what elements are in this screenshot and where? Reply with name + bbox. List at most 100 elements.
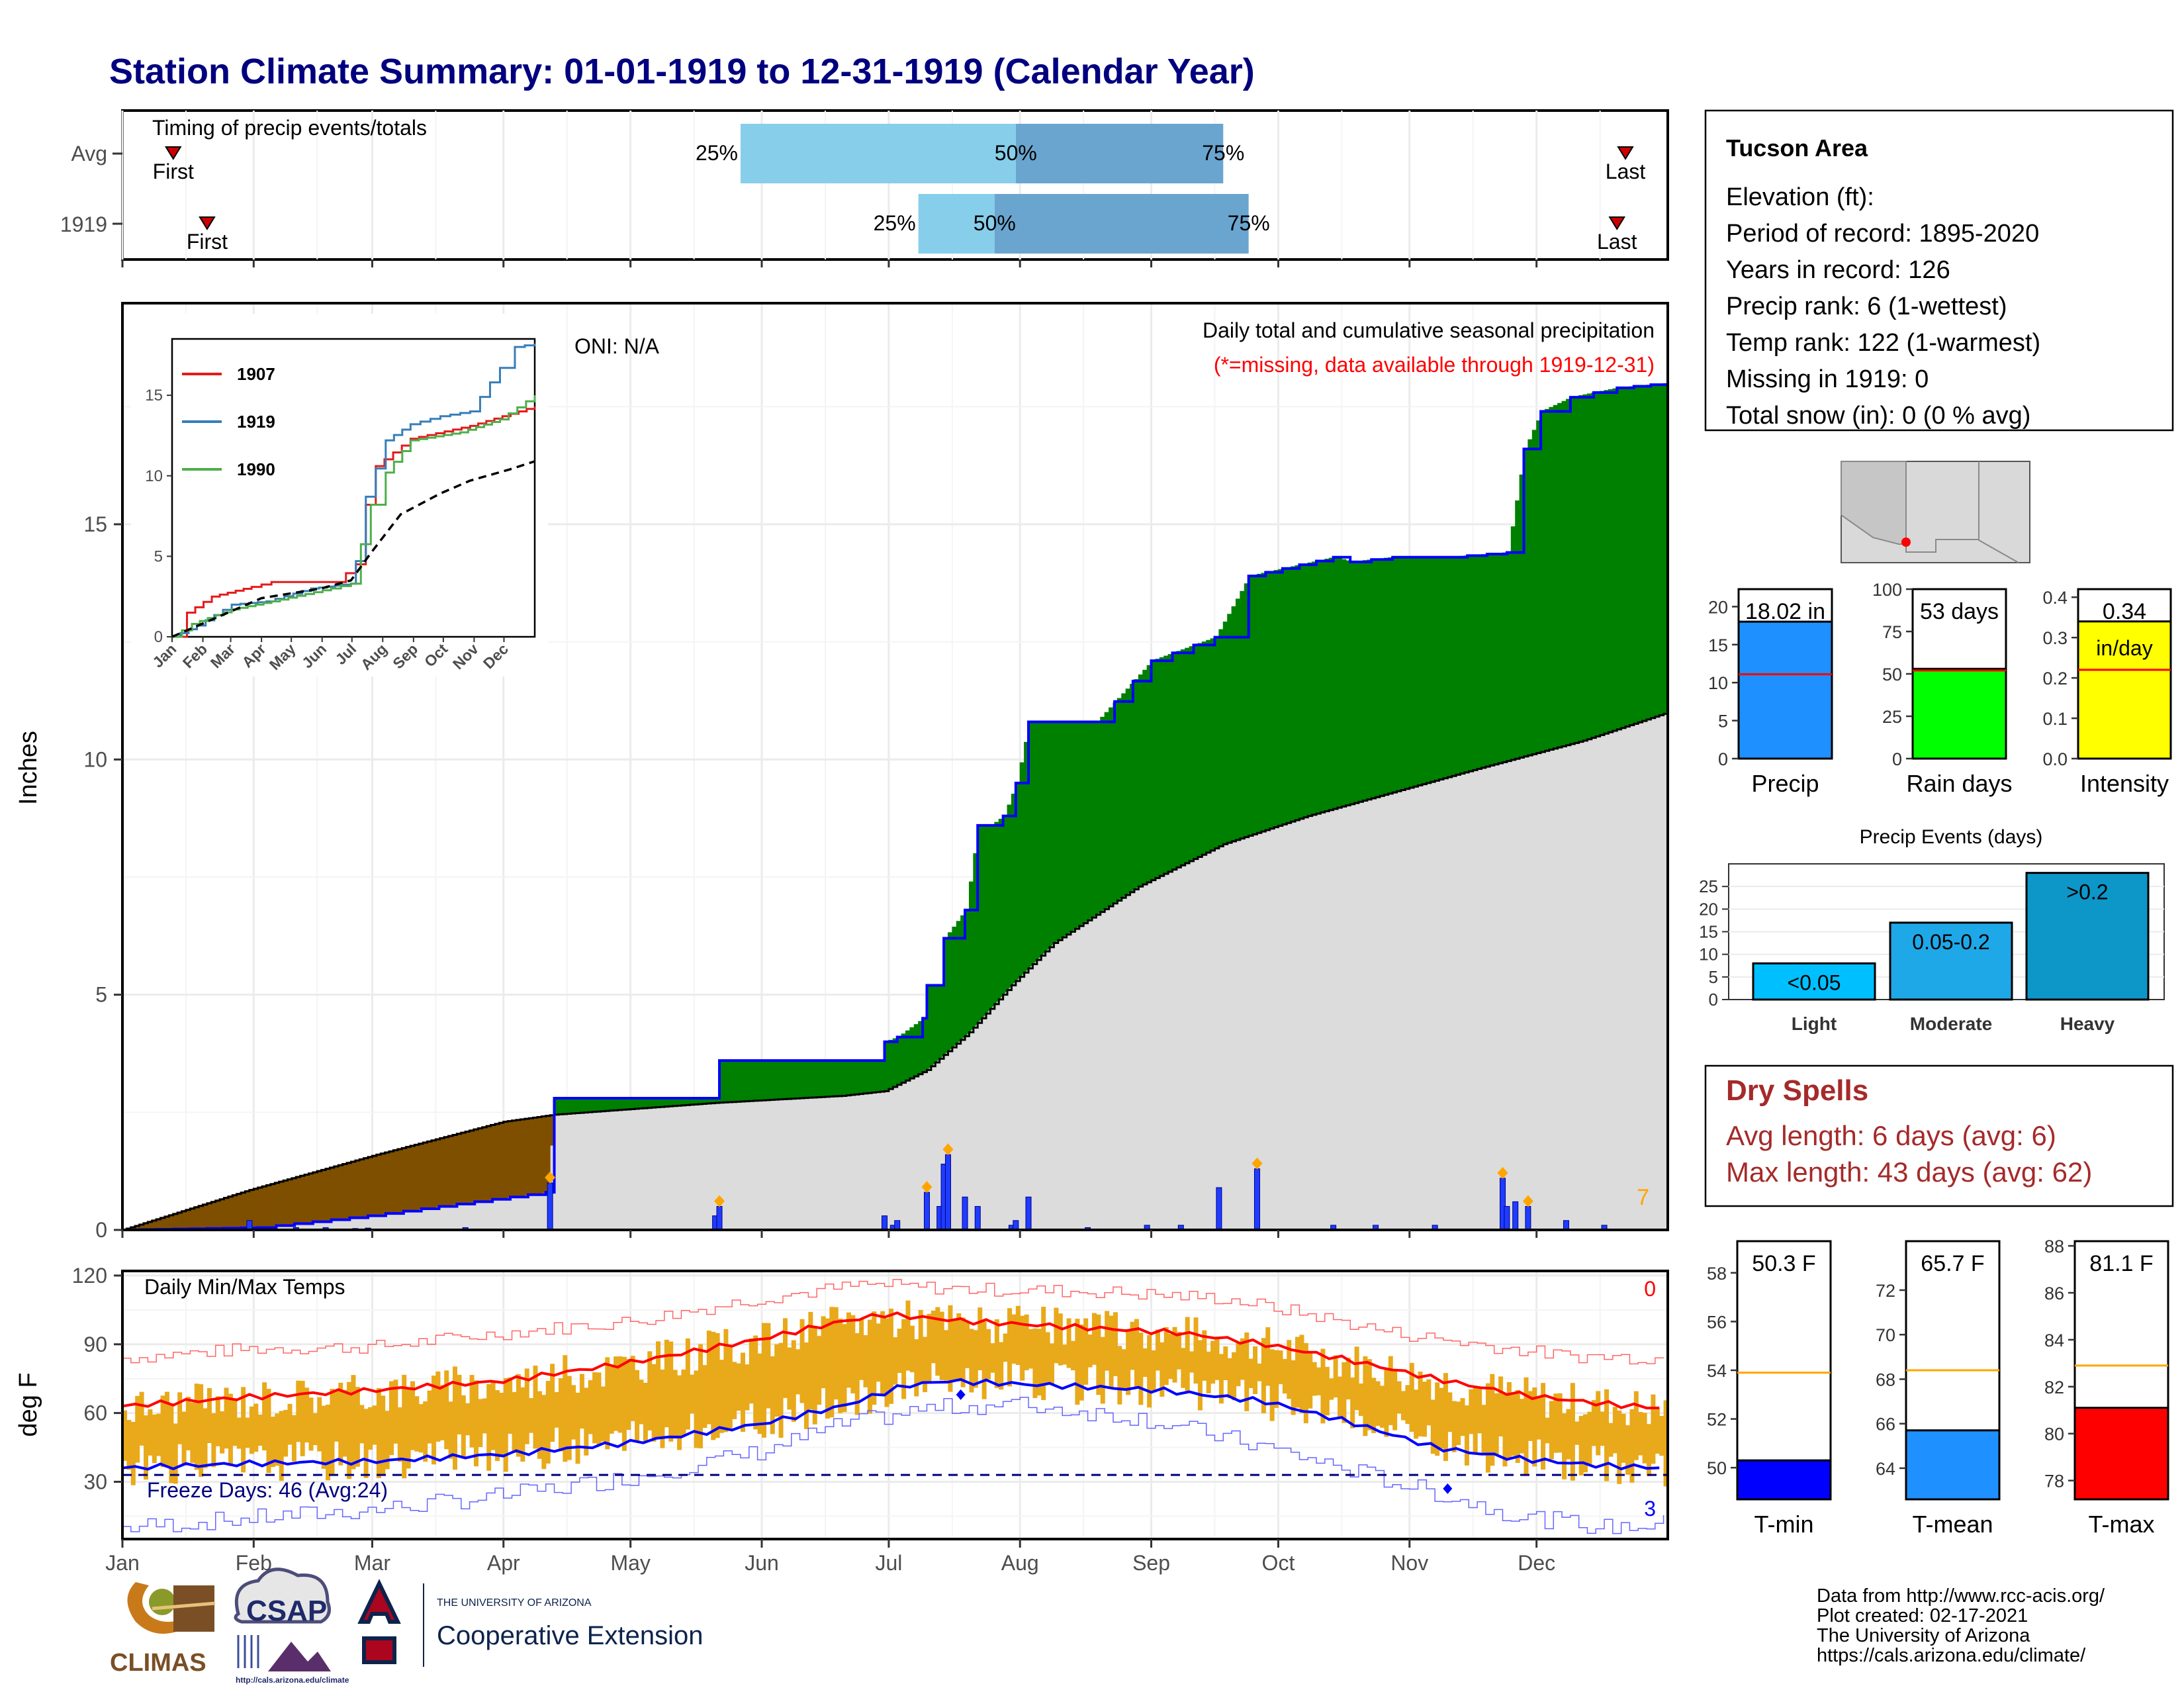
daily-temp-range-bar	[465, 1403, 471, 1436]
daily-temp-range-bar	[1562, 1413, 1567, 1479]
mini-chart-value-label: 65.7 F	[1921, 1251, 1984, 1276]
credit-source: Data from http://www.rcc-acis.org/	[1817, 1585, 2105, 1607]
daily-temp-range-bar	[888, 1308, 893, 1404]
mini-chart-tick-label: 75	[1882, 622, 1902, 642]
daily-temp-range-bar	[494, 1390, 500, 1462]
mini-chart-tick-label: 70	[1876, 1325, 1895, 1345]
daily-temp-range-bar	[1600, 1411, 1605, 1446]
mini-chart-value-label: 50.3 F	[1752, 1251, 1815, 1276]
daily-temp-range-bar	[749, 1338, 754, 1404]
dry-spells-title: Dry Spells	[1726, 1074, 1868, 1107]
daily-temp-range-bar	[609, 1366, 614, 1434]
mini-chart-tick-label: 56	[1707, 1312, 1727, 1332]
daily-temp-range-bar	[1456, 1401, 1461, 1445]
daily-temp-range-bar	[236, 1417, 242, 1449]
daily-temp-range-bar	[1545, 1417, 1550, 1444]
observed-cumulative-line	[122, 383, 1669, 1231]
avg-cumulative-line	[122, 712, 1669, 1231]
month-label: May	[610, 1551, 650, 1575]
daily-temp-range-bar	[796, 1349, 801, 1395]
daily-temp-range-bar	[1371, 1378, 1377, 1433]
daily-temp-range-bar	[596, 1372, 602, 1445]
daily-temp-range-bar	[981, 1321, 987, 1399]
daily-temp-range-bar	[211, 1413, 216, 1468]
daily-temp-range-bar	[1570, 1383, 1575, 1481]
credit-university: The University of Arizona	[1817, 1625, 2030, 1646]
daily-temp-range-bar	[893, 1337, 898, 1385]
daily-temp-range-bar	[203, 1408, 208, 1468]
precip-y-axis: 0 5 10 15	[83, 512, 122, 1242]
inset-legend: 1907 1919 1990	[182, 364, 275, 479]
daily-temp-range-bar	[588, 1380, 593, 1434]
daily-temp-range-bar	[1312, 1362, 1317, 1396]
daily-temp-range-bar	[1248, 1358, 1253, 1388]
daily-temp-range-bar	[308, 1397, 314, 1451]
mini-chart-tick-label: 25	[1882, 707, 1902, 727]
daily-temp-range-bar	[817, 1336, 822, 1405]
mini-chart-tick-label: 15	[1708, 635, 1728, 655]
mini-chart-value-label: 18.02 in	[1745, 599, 1825, 624]
daily-temp-range-bar	[1612, 1407, 1617, 1454]
daily-temp-range-bar	[1138, 1333, 1144, 1405]
daily-temp-range-bar	[999, 1342, 1004, 1390]
dry-spells-box: Dry Spells Avg length: 6 days (avg: 6) M…	[1704, 1064, 2174, 1207]
events-bar	[2025, 872, 2150, 1001]
daily-temp-range-bar	[130, 1422, 136, 1485]
station-precip-rank: Precip rank: 6 (1-wettest)	[1726, 293, 2007, 320]
temp-label-top: 0	[1644, 1277, 1656, 1301]
daily-temp-range-bar	[1647, 1424, 1652, 1476]
temp-marker	[1443, 1483, 1453, 1494]
station-info-box: Tucson Area Elevation (ft): Period of re…	[1704, 109, 2174, 432]
daily-temp-range-bar	[850, 1315, 856, 1393]
daily-temp-range-bar	[524, 1368, 529, 1444]
daily-temp-range-bar	[1502, 1393, 1508, 1467]
daily-temp-range-bar	[770, 1356, 775, 1434]
events-bar	[1752, 962, 1876, 1001]
heavy-event-markers	[545, 1143, 1533, 1207]
month-label: Jun	[745, 1551, 779, 1575]
daily-temp-range-bar	[1451, 1401, 1457, 1452]
daily-temp-range-bar	[1621, 1413, 1626, 1463]
station-missing: Missing in 1919: 0	[1726, 365, 1929, 393]
daily-temp-range-bar	[397, 1407, 402, 1462]
timing-q50-q75-bar	[1015, 124, 1224, 183]
daily-temp-range-bar	[1375, 1381, 1381, 1426]
temp-y-tick-label: 60	[83, 1401, 107, 1425]
daily-temp-range-bar	[296, 1380, 301, 1442]
daily-temp-range-bar	[418, 1404, 424, 1453]
daily-temp-range-bar	[469, 1375, 475, 1448]
daily-temp-range-bar	[1591, 1400, 1596, 1446]
events-tick-label: 0	[1709, 990, 1718, 1009]
daily-temp-range-bar	[558, 1378, 563, 1452]
daily-temp-range-bar	[160, 1395, 165, 1468]
daily-temp-range-bar	[1015, 1305, 1021, 1366]
timing-first-marker	[164, 146, 182, 160]
daily-temp-range-bar	[1100, 1336, 1105, 1404]
daily-temp-range-bar	[1257, 1363, 1262, 1382]
daily-temp-range-bar	[326, 1404, 331, 1481]
mini-chart-tick-label: 0.0	[2042, 749, 2068, 769]
mini-chart-tick-label: 80	[2044, 1425, 2064, 1444]
daily-temp-range-bar	[1287, 1340, 1292, 1399]
daily-temp-range-bar	[1587, 1411, 1592, 1466]
inset-y-tick-label: 10	[145, 467, 163, 485]
daily-temp-range-bar	[1342, 1362, 1347, 1423]
daily-temp-range-bar	[1303, 1342, 1308, 1424]
events-bar-label: >0.2	[2066, 880, 2108, 904]
daily-temp-range-bar	[1524, 1377, 1529, 1476]
daily-temp-range-bar	[1214, 1337, 1220, 1380]
daily-temp-range-bar	[668, 1341, 674, 1442]
daily-temp-range-bar	[614, 1356, 619, 1431]
daily-temp-range-bar	[1527, 1391, 1533, 1441]
daily-temp-range-bar	[1308, 1352, 1313, 1409]
daily-temp-range-bar	[1253, 1346, 1258, 1394]
inset-y-tick-label: 15	[145, 387, 163, 404]
mini-chart-value-label: 53 days	[1920, 599, 1999, 624]
daily-temp-range-bar	[1578, 1415, 1584, 1476]
daily-temp-range-bar	[1405, 1385, 1410, 1425]
daily-temp-range-bar	[1261, 1338, 1266, 1413]
daily-temp-range-bar	[275, 1413, 280, 1466]
daily-temp-range-bar	[635, 1370, 640, 1441]
timing-q75-label: 75%	[1228, 211, 1270, 235]
